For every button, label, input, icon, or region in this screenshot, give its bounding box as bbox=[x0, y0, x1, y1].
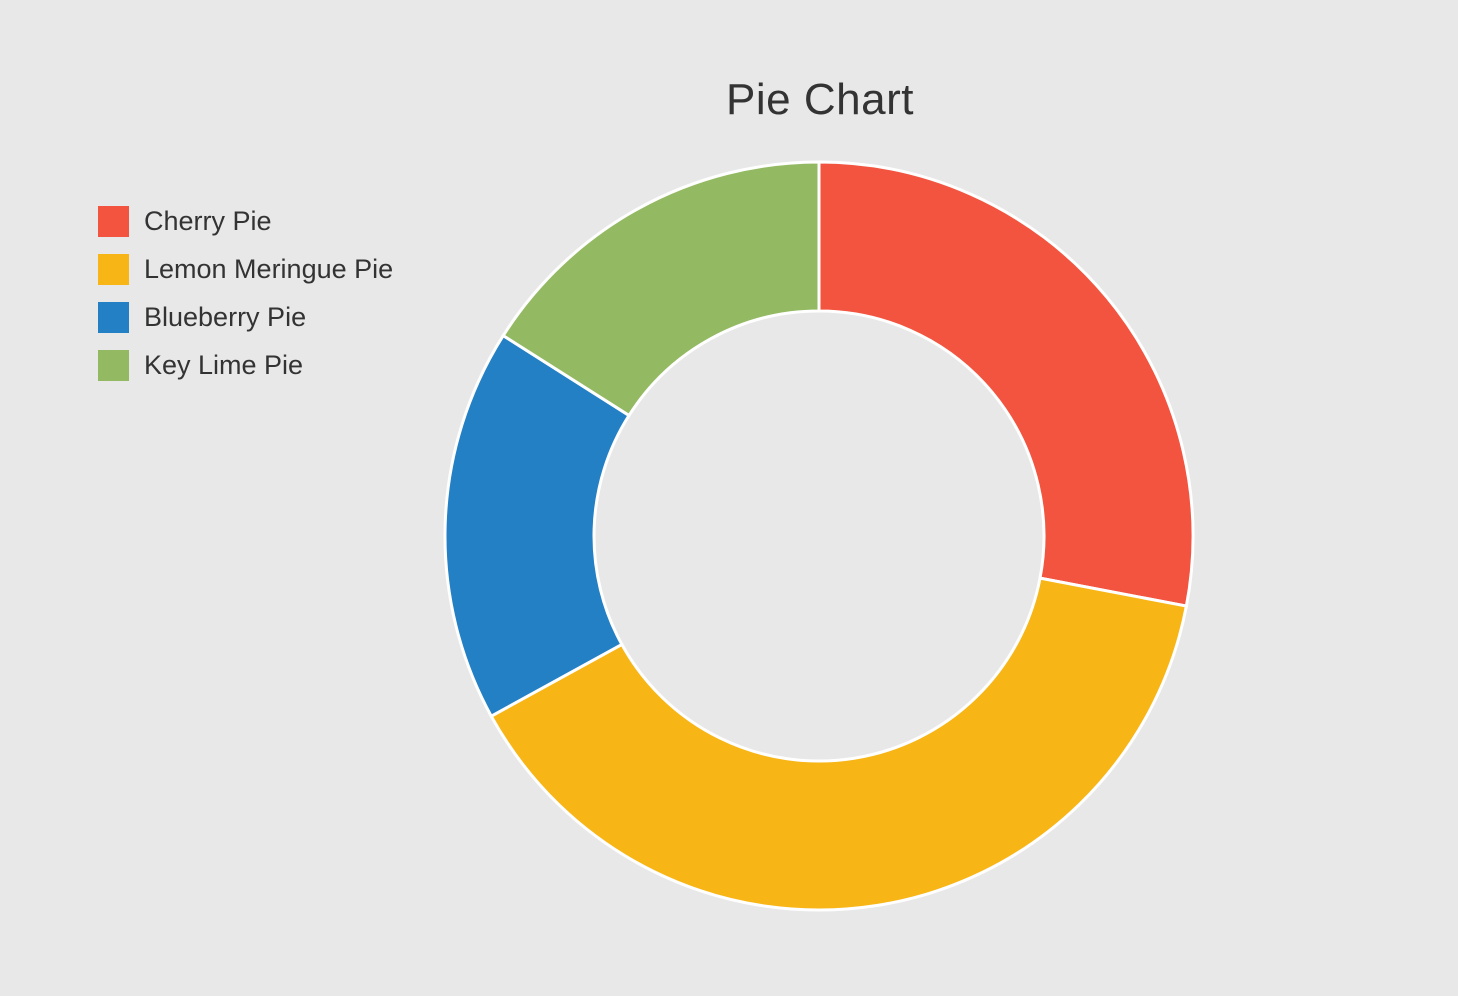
pie-slice[interactable] bbox=[501, 160, 821, 418]
legend-item[interactable]: Key Lime Pie bbox=[98, 341, 393, 389]
legend-swatch bbox=[98, 301, 129, 333]
legend-label: Key Lime Pie bbox=[144, 349, 304, 380]
legend: Cherry Pie Lemon Meringue Pie Blueberry Pi… bbox=[98, 197, 393, 389]
legend-label: Blueberry Pie bbox=[144, 301, 307, 332]
pie-slice[interactable] bbox=[443, 333, 632, 719]
legend-swatch bbox=[98, 205, 129, 237]
chart-title: Pie Chart bbox=[726, 75, 914, 124]
pie-slice[interactable] bbox=[489, 576, 1189, 912]
legend-label: Lemon Meringue Pie bbox=[144, 253, 394, 284]
legend-item[interactable]: Lemon Meringue Pie bbox=[98, 245, 393, 293]
legend-item[interactable]: Blueberry Pie bbox=[98, 293, 393, 341]
pie-slice[interactable] bbox=[817, 160, 1195, 608]
legend-swatch bbox=[98, 253, 129, 285]
legend-label: Cherry Pie bbox=[144, 205, 272, 236]
legend-swatch bbox=[98, 349, 129, 381]
legend-item[interactable]: Cherry Pie bbox=[98, 197, 393, 245]
